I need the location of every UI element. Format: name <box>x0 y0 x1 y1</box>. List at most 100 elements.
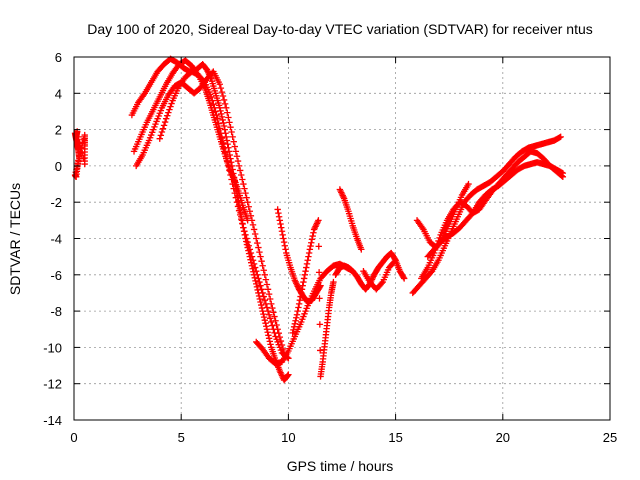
series-mid-spike <box>336 186 365 253</box>
data-point <box>268 318 275 326</box>
series-hump <box>360 257 399 293</box>
data-point <box>209 97 216 104</box>
data-point <box>238 215 245 223</box>
data-point <box>298 289 305 297</box>
data-point <box>254 271 261 278</box>
data-point <box>218 134 226 142</box>
y-tick-label: -6 <box>50 268 62 283</box>
data-point <box>557 133 564 141</box>
data-point <box>234 203 242 210</box>
data-point <box>229 133 236 141</box>
data-point <box>264 286 272 293</box>
data-point <box>234 157 242 165</box>
data-point <box>293 311 301 318</box>
data-point <box>264 329 271 336</box>
data-point <box>224 140 231 148</box>
data-point <box>223 104 230 112</box>
data-point <box>76 139 83 146</box>
data-point <box>218 113 226 121</box>
data-point <box>162 115 170 122</box>
data-point <box>259 289 266 297</box>
data-point <box>251 264 259 271</box>
data-point <box>300 278 307 286</box>
data-point <box>220 96 228 104</box>
data-point <box>158 128 166 136</box>
data-point <box>254 239 261 247</box>
series-evening <box>409 133 564 297</box>
data-point <box>271 329 278 337</box>
data-point <box>81 160 88 168</box>
data-point <box>263 326 271 333</box>
data-point <box>235 162 243 170</box>
data-point <box>215 120 222 127</box>
data-point <box>378 280 385 287</box>
data-point <box>264 307 272 315</box>
data-point <box>305 253 312 260</box>
data-point <box>303 260 311 268</box>
data-point <box>216 104 223 112</box>
data-point <box>218 88 226 96</box>
series-arc-a <box>128 55 292 384</box>
data-point <box>282 246 289 253</box>
data-point <box>307 242 314 250</box>
data-point <box>227 171 234 179</box>
y-tick-label: 6 <box>55 50 62 65</box>
data-point <box>166 106 173 113</box>
data-point <box>75 157 82 164</box>
data-point <box>268 300 275 308</box>
series-rebound <box>253 260 356 367</box>
data-point <box>298 286 306 293</box>
data-point <box>211 104 218 112</box>
data-point <box>246 246 254 253</box>
y-tick-label: -10 <box>43 340 62 355</box>
data-point <box>241 228 248 235</box>
data-point <box>294 307 301 315</box>
data-point <box>265 332 272 339</box>
data-point <box>165 109 172 116</box>
data-point <box>277 220 284 228</box>
series-early <box>71 128 88 180</box>
data-point <box>305 249 313 257</box>
data-point <box>267 341 274 348</box>
data-point <box>257 282 264 289</box>
data-point <box>260 313 268 321</box>
data-point <box>230 138 237 145</box>
data-point <box>240 180 247 188</box>
data-point <box>217 130 225 137</box>
data-point <box>214 115 221 122</box>
data-point <box>258 286 265 293</box>
data-point <box>289 329 296 337</box>
data-point <box>257 253 264 260</box>
data-point <box>308 236 316 243</box>
data-point <box>260 293 267 300</box>
grid-layer <box>74 57 610 420</box>
data-point <box>226 119 233 126</box>
series-v-spike <box>289 217 337 380</box>
data-point <box>225 162 232 170</box>
data-point <box>221 149 229 156</box>
y-tick-label: 0 <box>55 159 62 174</box>
data-point <box>258 257 265 265</box>
y-axis-label: SDTVAR / TECUs <box>7 183 23 295</box>
data-point <box>271 313 278 320</box>
series-mid-arc <box>332 249 408 293</box>
data-point <box>80 155 87 162</box>
x-tick-label: 25 <box>603 430 617 445</box>
data-point <box>262 300 270 308</box>
data-point <box>231 143 238 150</box>
data-point <box>266 338 274 345</box>
data-point <box>316 321 324 328</box>
data-point <box>232 194 240 201</box>
data-point <box>259 262 266 269</box>
series-ridge <box>413 180 472 251</box>
data-point <box>302 267 309 275</box>
y-tick-label: -4 <box>50 232 62 247</box>
data-point <box>246 208 254 215</box>
data-point <box>272 317 279 324</box>
data-point <box>242 231 249 239</box>
y-tick-label: -12 <box>43 377 62 392</box>
data-point <box>168 100 175 107</box>
data-point <box>263 304 271 311</box>
x-tick-label: 15 <box>388 430 402 445</box>
